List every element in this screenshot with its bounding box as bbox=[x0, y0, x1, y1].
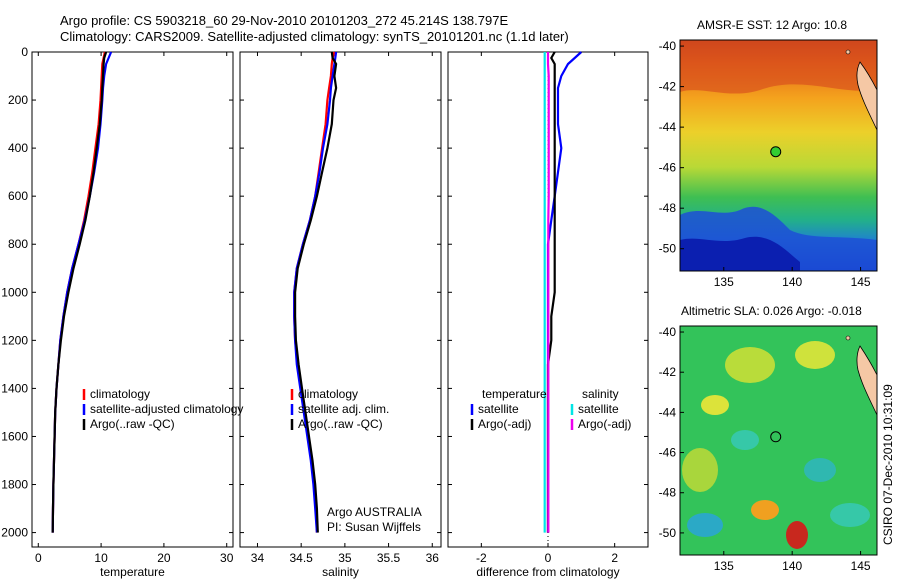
plot-frame bbox=[239, 51, 442, 548]
y-tick-label: 1200 bbox=[1, 333, 28, 347]
sla-cyan-blob bbox=[731, 430, 759, 450]
y-tick-label: 2000 bbox=[1, 526, 28, 540]
y-tick-label: 600 bbox=[8, 189, 28, 203]
map-x-tick-label: 135 bbox=[714, 275, 734, 289]
series-line-satellite bbox=[51, 51, 113, 533]
sst-land-tasmania bbox=[856, 61, 877, 131]
sla-cyan-blob bbox=[687, 513, 723, 537]
legend-label: Argo(..raw -QC) bbox=[298, 417, 383, 431]
y-tick-label: 200 bbox=[8, 93, 28, 107]
sst-island bbox=[845, 49, 851, 55]
profile-title: Argo profile: CS 5903218_60 29-Nov-2010 … bbox=[60, 13, 509, 28]
map-y-tick-label: -46 bbox=[659, 161, 677, 175]
sla-yellow-blob bbox=[682, 448, 718, 492]
annotation-text: PI: Susan Wijffels bbox=[327, 520, 421, 534]
sla-cyan-blob bbox=[804, 458, 836, 482]
sla-argo-location-marker bbox=[770, 431, 782, 443]
legend-label: climatology bbox=[90, 387, 150, 401]
x-tick-label: 34.5 bbox=[289, 551, 313, 565]
map-y-tick-label: -44 bbox=[659, 405, 677, 419]
y-tick-label: 400 bbox=[8, 141, 28, 155]
y-tick-label: 0 bbox=[21, 45, 28, 59]
x-tick-label: 30 bbox=[220, 551, 234, 565]
x-tick-label: 2 bbox=[611, 551, 618, 565]
sst-cold-core bbox=[680, 236, 800, 271]
sla-yellow-blob bbox=[725, 347, 775, 383]
sla-orange-blob bbox=[751, 500, 779, 520]
sla-yellow-blob bbox=[701, 395, 729, 415]
legend-label: satellite adj. clim. bbox=[298, 402, 389, 416]
x-tick-label: -2 bbox=[476, 551, 487, 565]
map-x-tick-label: 145 bbox=[851, 275, 871, 289]
legend-label: Argo(..raw -QC) bbox=[90, 417, 175, 431]
sla-red-blob bbox=[786, 521, 808, 549]
sla-map-title: Altimetric SLA: 0.026 Argo: -0.018 bbox=[681, 304, 862, 318]
annotation-text: Argo AUSTRALIA bbox=[327, 505, 422, 519]
series-line-satellite bbox=[546, 51, 583, 533]
x-tick-label: 20 bbox=[157, 551, 171, 565]
series-line-climatology bbox=[51, 51, 106, 533]
sst-map-title: AMSR-E SST: 12 Argo: 10.8 bbox=[697, 18, 848, 32]
x-axis-label: difference from climatology bbox=[476, 565, 619, 579]
y-tick-label: 1400 bbox=[1, 381, 28, 395]
map-y-tick-label: -44 bbox=[659, 120, 677, 134]
map-x-tick-label: 140 bbox=[782, 275, 802, 289]
legend-label: satellite bbox=[478, 402, 519, 416]
map-y-tick-label: -40 bbox=[659, 325, 677, 339]
sla-yellow-blob bbox=[795, 341, 835, 369]
series-line-sal_argo bbox=[546, 52, 550, 533]
legend-label: Argo(-adj) bbox=[578, 417, 631, 431]
series-line-satellite bbox=[293, 51, 338, 533]
y-tick-label: 1000 bbox=[1, 285, 28, 299]
x-tick-label: 35 bbox=[338, 551, 352, 565]
y-tick-label: 800 bbox=[8, 237, 28, 251]
x-tick-label: 0 bbox=[35, 551, 42, 565]
map-y-tick-label: -46 bbox=[659, 446, 677, 460]
sla-map: 135 140 145 -40 -42 -44 -46 -48 -50 bbox=[659, 325, 878, 573]
sst-warm-band bbox=[680, 40, 877, 94]
map-y-tick-label: -48 bbox=[659, 201, 677, 215]
legend-heading: temperature bbox=[482, 387, 547, 401]
map-y-tick-label: -42 bbox=[659, 365, 677, 379]
legend-heading: salinity bbox=[582, 387, 619, 401]
y-tick-label: 1600 bbox=[1, 429, 28, 443]
salinity-panel: 34 34.5 35 35.5 36 salinity climatologysatelli… bbox=[239, 51, 442, 579]
map-y-tick-label: -50 bbox=[659, 242, 677, 256]
x-tick-label: 10 bbox=[94, 551, 108, 565]
legend-label: Argo(-adj) bbox=[478, 417, 531, 431]
y-tick-label: 1800 bbox=[1, 478, 28, 492]
map-x-tick-label: 135 bbox=[714, 559, 734, 573]
x-axis-label: salinity bbox=[322, 565, 359, 579]
legend-label: satellite-adjusted climatology bbox=[90, 402, 243, 416]
map-y-tick-label: -42 bbox=[659, 80, 677, 94]
map-x-tick-label: 145 bbox=[851, 559, 871, 573]
x-tick-label: 0 bbox=[545, 551, 552, 565]
series-line-argo bbox=[294, 51, 338, 533]
sst-argo-location-marker bbox=[770, 146, 782, 158]
sla-cyan-blob bbox=[830, 503, 870, 527]
x-axis-label: temperature bbox=[100, 565, 165, 579]
sst-map: 135 140 145 -40 -42 -44 -46 -48 -50 bbox=[659, 39, 878, 289]
sla-island bbox=[845, 335, 851, 341]
map-y-tick-label: -50 bbox=[659, 526, 677, 540]
sla-land-tasmania bbox=[856, 345, 877, 416]
temperature-panel: 0 10 20 30 0 200 400 600 800 1000 1200 1400 1600 1800… bbox=[1, 45, 243, 579]
x-tick-label: 34 bbox=[251, 551, 265, 565]
map-y-tick-label: -48 bbox=[659, 486, 677, 500]
legend-label: satellite bbox=[578, 402, 619, 416]
plot-frame bbox=[31, 51, 234, 548]
series-line-argo bbox=[51, 51, 108, 533]
map-x-tick-label: 140 bbox=[782, 559, 802, 573]
map-y-tick-label: -40 bbox=[659, 39, 677, 53]
legend-label: climatology bbox=[298, 387, 358, 401]
x-tick-label: 35.5 bbox=[377, 551, 401, 565]
x-tick-label: 36 bbox=[426, 551, 440, 565]
climatology-title: Climatology: CARS2009. Satellite-adjuste… bbox=[60, 29, 569, 44]
